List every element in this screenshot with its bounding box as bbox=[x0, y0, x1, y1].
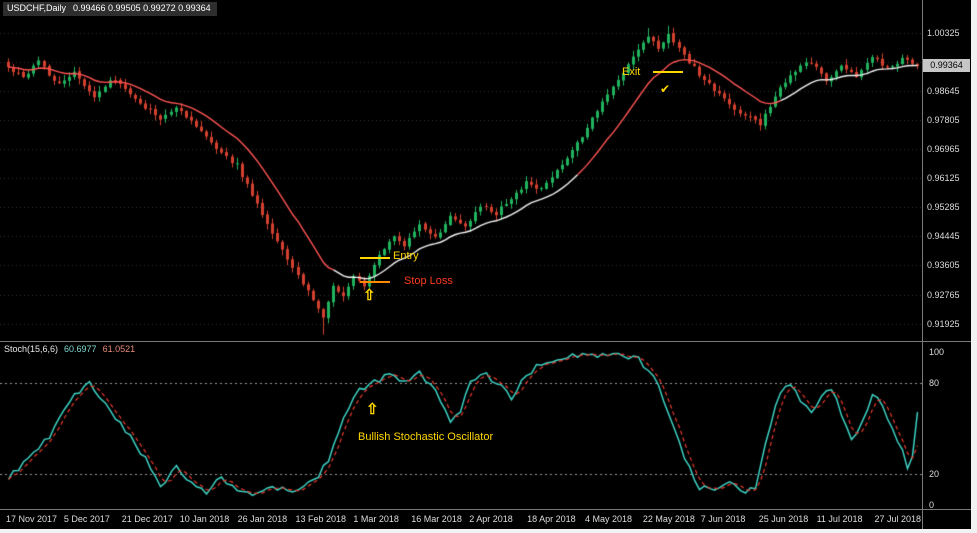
price-axis-label: 0.92765 bbox=[927, 289, 960, 300]
buy-signal-up-arrow-icon[interactable]: ⇧ bbox=[363, 287, 376, 304]
price-axis-label: 0.96125 bbox=[927, 173, 960, 184]
date-axis-label: 26 Jan 2018 bbox=[237, 514, 288, 524]
stochastic-name-label: Stoch(15,6,6) bbox=[4, 344, 59, 354]
date-axis-label: 10 Jan 2018 bbox=[179, 514, 230, 524]
price-axis-label: 0.98645 bbox=[927, 86, 960, 97]
price-axis-label: 0.97805 bbox=[927, 115, 960, 126]
date-axis-label: 5 Dec 2017 bbox=[63, 514, 110, 524]
price-axis-label: 1.00325 bbox=[927, 27, 960, 38]
chart-title-bar: USDCHF,Daily 0.99466 0.99505 0.99272 0.99… bbox=[3, 2, 217, 16]
date-axis-label: 21 Dec 2017 bbox=[121, 514, 173, 524]
date-axis-label: 27 Jul 2018 bbox=[874, 514, 922, 524]
date-axis-divider bbox=[0, 509, 971, 510]
price-axis-label: 0.91925 bbox=[927, 318, 960, 329]
date-axis-label: 16 Mar 2018 bbox=[411, 514, 462, 524]
date-axis-label: 13 Feb 2018 bbox=[295, 514, 347, 524]
stoch-axis-label: 80 bbox=[929, 377, 940, 388]
symbol-period-label: USDCHF,Daily bbox=[7, 3, 67, 13]
stop-loss-label[interactable]: Stop Loss bbox=[404, 275, 453, 287]
stochastic-k-value: 60.6977 bbox=[64, 344, 97, 354]
price-axis-label: 0.96965 bbox=[927, 144, 960, 155]
current-price-tag: 0.99364 bbox=[923, 59, 970, 73]
stoch-axis-label: 0 bbox=[929, 500, 935, 510]
stochastic-indicator-title: Stoch(15,6,6) 60.6977 61.0521 bbox=[4, 344, 135, 354]
price-axis-label: 0.93605 bbox=[927, 260, 960, 271]
price-axis-divider bbox=[922, 0, 923, 529]
exit-label[interactable]: Exit bbox=[622, 66, 641, 78]
date-axis-label: 17 Nov 2017 bbox=[6, 514, 58, 524]
exit-price-line[interactable] bbox=[653, 71, 683, 73]
stoch-axis-label: 100 bbox=[929, 347, 945, 357]
price-axis-label: 0.94445 bbox=[927, 231, 960, 242]
exit-check-mark-icon[interactable]: ✔ bbox=[660, 82, 671, 96]
pane-divider[interactable] bbox=[0, 341, 971, 342]
stochastic-d-value: 61.0521 bbox=[102, 344, 136, 354]
entry-price-line[interactable] bbox=[360, 257, 390, 259]
candlestick-chart-canvas[interactable] bbox=[0, 0, 922, 528]
date-axis-label: 2 Apr 2018 bbox=[469, 514, 513, 524]
date-axis-label: 25 Jun 2018 bbox=[758, 514, 809, 524]
stoch-axis-label: 20 bbox=[929, 469, 940, 480]
ohlc-values: 0.99466 0.99505 0.99272 0.99364 bbox=[73, 3, 211, 13]
entry-label[interactable]: Entry bbox=[393, 250, 419, 262]
stop-loss-price-line[interactable] bbox=[360, 281, 390, 283]
price-axis-label: 0.95285 bbox=[927, 202, 960, 213]
date-axis-label: 22 May 2018 bbox=[642, 514, 695, 524]
date-axis-label: 11 Jul 2018 bbox=[816, 514, 863, 524]
date-axis-label: 18 Apr 2018 bbox=[527, 514, 576, 524]
date-axis-label: 4 May 2018 bbox=[585, 514, 633, 524]
bullish-stochastic-note[interactable]: Bullish Stochastic Oscillator bbox=[358, 431, 494, 443]
stochastic-up-arrow-icon[interactable]: ⇧ bbox=[366, 401, 379, 418]
date-axis-label: 1 Mar 2018 bbox=[353, 514, 399, 524]
date-axis-label: 7 Jun 2018 bbox=[700, 514, 746, 524]
